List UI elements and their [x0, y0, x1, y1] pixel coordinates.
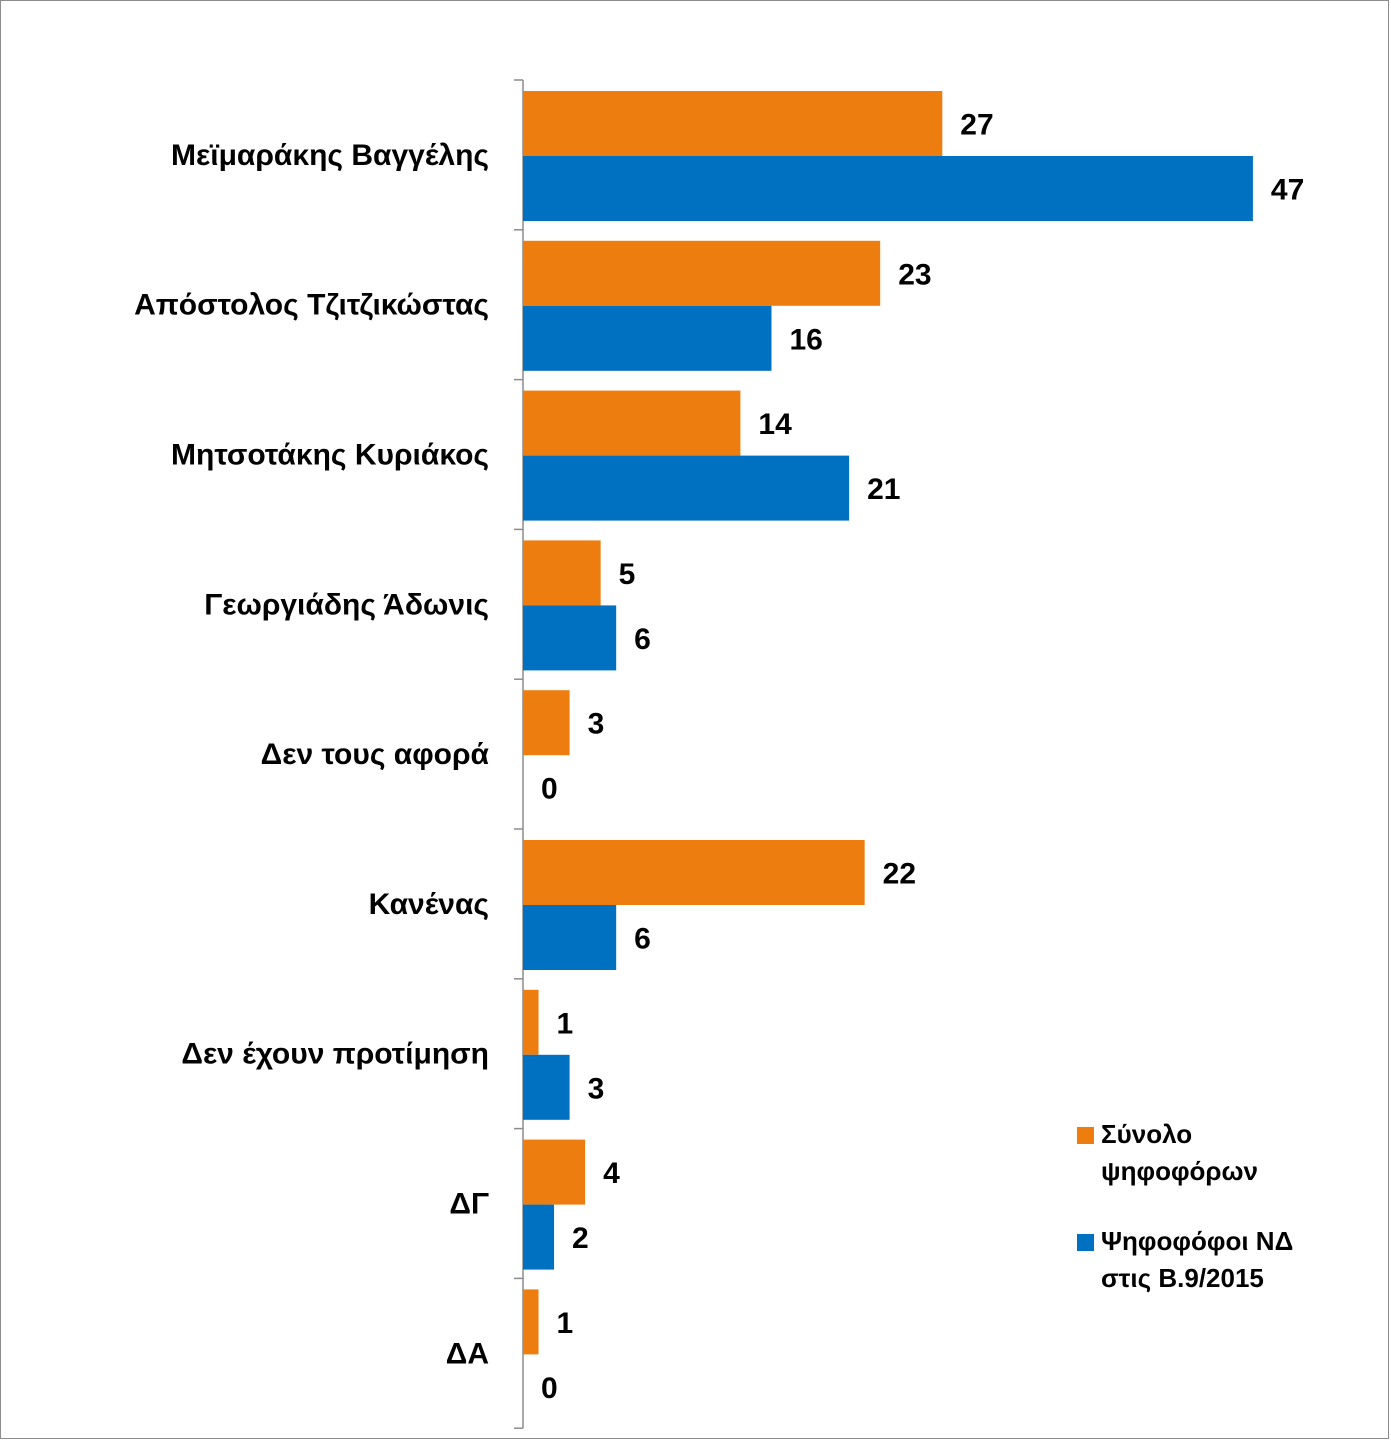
category-label: ΔΓ [449, 1188, 489, 1221]
data-label: 47 [1271, 174, 1304, 207]
category-label: Δεν έχουν προτίμηση [181, 1038, 489, 1071]
bar-total-voters [523, 240, 881, 306]
legend-label: Ψηφοφόφοι ΝΔ [1101, 1226, 1293, 1256]
data-label: 2 [572, 1222, 589, 1255]
bar-nd-voters [523, 605, 617, 671]
data-label: 16 [789, 323, 822, 356]
bar-total-voters [523, 690, 570, 756]
category-label: Γεωργιάδης Άδωνις [204, 588, 489, 621]
bar-total-voters [523, 1139, 586, 1205]
bar-nd-voters [523, 455, 850, 521]
data-label: 0 [541, 1372, 558, 1405]
bar-total-voters [523, 390, 741, 456]
bar-nd-voters [523, 905, 617, 970]
category-label: Μεϊμαράκης Βαγγέλης [171, 139, 489, 172]
legend-swatch-nd-voters [1077, 1234, 1094, 1251]
category-label: Απόστολος Τζιτζικώστας [134, 289, 489, 322]
data-label: 5 [619, 558, 636, 591]
category-label: Κανένας [369, 888, 489, 921]
category-label: Μητσοτάκης Κυριάκος [171, 439, 489, 472]
data-label: 3 [588, 1072, 605, 1105]
data-label: 14 [758, 408, 792, 441]
bar-total-voters [523, 840, 865, 905]
data-label: 6 [634, 923, 651, 956]
bar-nd-voters [523, 1204, 555, 1270]
legend-swatch-total-voters [1077, 1127, 1094, 1144]
bar-total-voters [523, 989, 539, 1055]
data-label: 23 [898, 258, 931, 291]
bar-nd-voters [523, 156, 1253, 221]
bar-total-voters [523, 540, 601, 606]
data-label: 6 [634, 623, 651, 656]
legend-label: Σύνολο [1101, 1119, 1192, 1149]
data-label: 0 [541, 773, 558, 806]
data-label: 3 [588, 708, 605, 741]
data-label: 22 [883, 858, 916, 891]
data-label: 21 [867, 473, 900, 506]
category-label: ΔΑ [446, 1337, 489, 1370]
bar-nd-voters [523, 305, 772, 371]
bar-nd-voters [523, 1054, 570, 1120]
data-label: 4 [603, 1157, 620, 1190]
bar-total-voters [523, 91, 943, 156]
legend-label: ψηφοφόρων [1101, 1156, 1258, 1186]
data-label: 27 [960, 109, 993, 142]
data-label: 1 [557, 1307, 574, 1340]
data-label: 1 [557, 1007, 574, 1040]
legend-label: στις Β.9/2015 [1101, 1263, 1264, 1293]
category-label: Δεν τους αφορά [261, 738, 490, 771]
bar-total-voters [523, 1289, 539, 1355]
